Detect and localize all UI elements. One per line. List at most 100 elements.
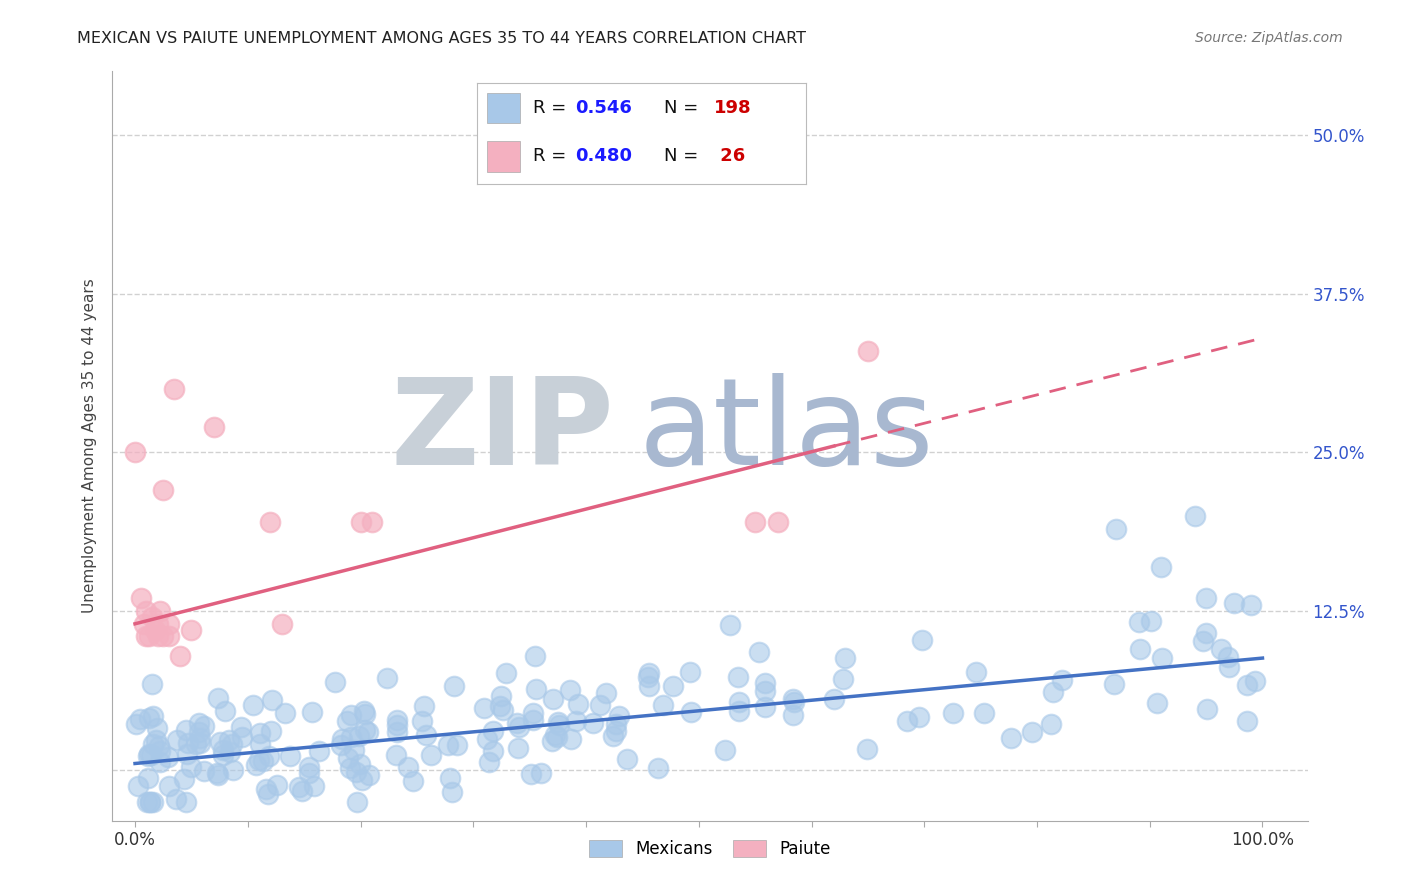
Mexicans <box>605 723 627 738</box>
Mexicans <box>1222 595 1244 609</box>
Paiute <box>146 616 169 631</box>
Text: atlas: atlas <box>638 373 934 490</box>
Mexicans <box>1192 633 1215 648</box>
Mexicans <box>714 743 737 757</box>
Mexicans <box>754 676 776 690</box>
Mexicans <box>166 732 188 747</box>
Mexicans <box>156 750 179 764</box>
Mexicans <box>336 714 359 728</box>
Mexicans <box>495 665 517 680</box>
Mexicans <box>1195 591 1218 606</box>
Mexicans <box>548 717 571 731</box>
Paiute <box>152 483 174 498</box>
Mexicans <box>647 761 669 775</box>
Mexicans <box>1209 642 1232 657</box>
Mexicans <box>149 744 172 758</box>
Mexicans <box>908 709 931 723</box>
Mexicans <box>209 735 232 749</box>
Mexicans <box>142 795 165 809</box>
Mexicans <box>1021 724 1043 739</box>
Mexicans <box>375 671 398 685</box>
Mexicans <box>782 692 804 706</box>
Mexicans <box>965 665 987 679</box>
Mexicans <box>218 733 240 747</box>
Mexicans <box>349 756 371 771</box>
Text: MEXICAN VS PAIUTE UNEMPLOYMENT AMONG AGES 35 TO 44 YEARS CORRELATION CHART: MEXICAN VS PAIUTE UNEMPLOYMENT AMONG AGE… <box>77 31 806 46</box>
Mexicans <box>1195 701 1218 715</box>
Mexicans <box>728 695 751 709</box>
Mexicans <box>718 617 741 632</box>
Mexicans <box>567 697 589 711</box>
Mexicans <box>524 682 547 697</box>
Mexicans <box>329 739 352 753</box>
Mexicans <box>565 714 588 729</box>
Paiute <box>360 515 382 529</box>
Mexicans <box>266 778 288 792</box>
Mexicans <box>472 701 495 715</box>
Mexicans <box>661 679 683 693</box>
Mexicans <box>221 737 243 751</box>
Paiute <box>259 515 281 529</box>
Mexicans <box>385 717 408 731</box>
Mexicans <box>174 795 197 809</box>
Mexicans <box>257 749 280 764</box>
Mexicans <box>602 730 624 744</box>
Mexicans <box>481 744 503 758</box>
Mexicans <box>288 780 311 795</box>
Mexicans <box>344 765 367 780</box>
Mexicans <box>247 753 270 767</box>
Mexicans <box>173 772 195 786</box>
Mexicans <box>127 779 149 793</box>
Paiute <box>132 616 155 631</box>
Mexicans <box>413 699 436 714</box>
Paiute <box>143 623 166 637</box>
Mexicans <box>138 711 160 725</box>
Paiute <box>856 343 879 358</box>
Mexicans <box>249 726 271 740</box>
Mexicans <box>342 743 364 757</box>
Mexicans <box>1052 673 1074 687</box>
Mexicans <box>508 741 530 756</box>
Mexicans <box>616 752 638 766</box>
Mexicans <box>207 691 229 706</box>
Mexicans <box>176 747 198 762</box>
Mexicans <box>298 760 321 774</box>
Mexicans <box>1105 522 1128 536</box>
Mexicans <box>136 771 159 785</box>
Mexicans <box>637 670 659 684</box>
Mexicans <box>177 736 200 750</box>
Mexicans <box>353 706 375 721</box>
Mexicans <box>637 666 659 681</box>
Mexicans <box>211 747 233 762</box>
Mexicans <box>148 739 170 753</box>
Paiute <box>744 515 766 529</box>
Mexicans <box>748 645 770 659</box>
Mexicans <box>523 649 546 664</box>
Mexicans <box>308 744 330 758</box>
Mexicans <box>245 758 267 772</box>
Mexicans <box>1040 717 1063 731</box>
Paiute <box>157 630 180 644</box>
Paiute <box>149 604 172 618</box>
Mexicans <box>1146 696 1168 710</box>
Mexicans <box>589 698 612 713</box>
Mexicans <box>252 754 274 768</box>
Mexicans <box>546 730 568 744</box>
Mexicans <box>138 747 160 762</box>
Mexicans <box>188 731 211 745</box>
Mexicans <box>1216 649 1239 664</box>
Mexicans <box>605 716 627 731</box>
Mexicans <box>1236 678 1258 692</box>
Mexicans <box>353 723 375 737</box>
Mexicans <box>193 719 215 733</box>
Mexicans <box>522 706 544 721</box>
Mexicans <box>187 725 209 739</box>
Mexicans <box>353 704 375 718</box>
Mexicans <box>148 755 170 769</box>
Mexicans <box>1243 673 1265 688</box>
Mexicans <box>1140 614 1163 628</box>
Paiute <box>152 630 174 644</box>
Mexicans <box>291 783 314 797</box>
Mexicans <box>205 766 228 780</box>
Mexicans <box>652 698 675 712</box>
